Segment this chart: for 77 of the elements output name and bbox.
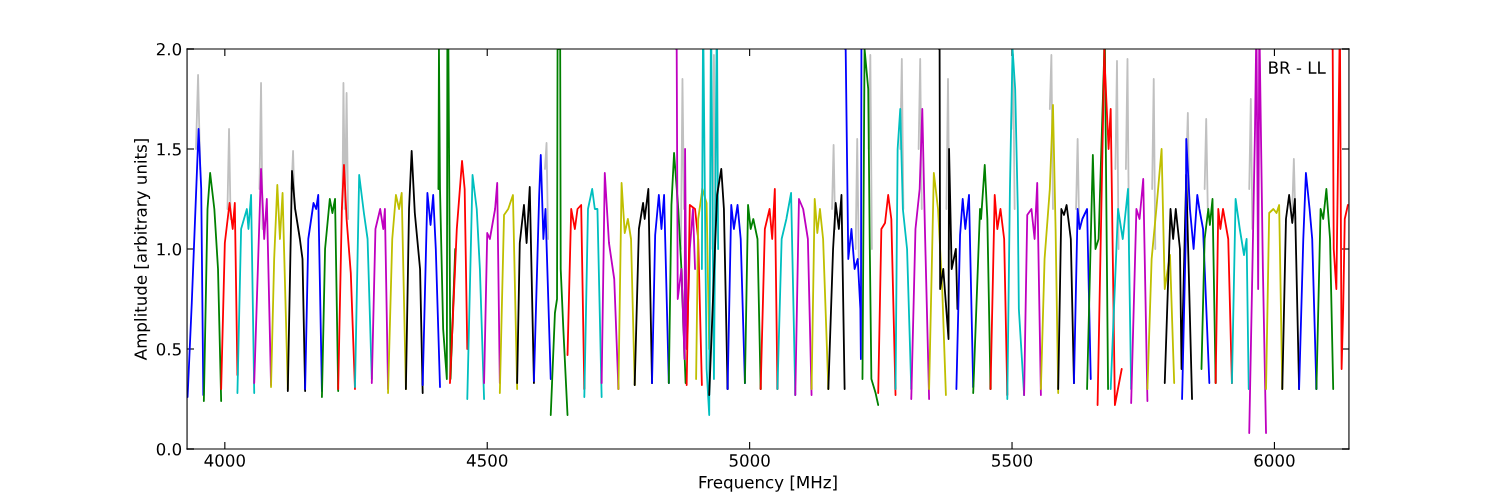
line-series	[220, 202, 239, 390]
line-series	[708, 168, 729, 396]
line-series	[1214, 208, 1233, 384]
line-series	[1248, 49, 1267, 434]
x-axis-title: Frequency [MHz]	[699, 475, 837, 492]
line-series	[321, 198, 340, 398]
line-series	[549, 49, 569, 416]
line-series	[685, 204, 703, 386]
line-series	[1109, 188, 1133, 390]
line-series	[498, 194, 519, 394]
x-tick-label: 4500	[466, 454, 508, 467]
line-series	[337, 164, 356, 390]
line-series	[286, 170, 307, 392]
line-series	[1298, 172, 1318, 390]
line-series	[516, 186, 535, 384]
x-tick-label: 5000	[729, 454, 770, 467]
line-series	[1181, 138, 1211, 400]
line-series	[483, 182, 501, 384]
line-series	[861, 49, 880, 406]
line-series	[675, 49, 696, 360]
line-series	[759, 188, 779, 390]
line-series	[187, 128, 205, 398]
line-series	[270, 184, 289, 390]
y-tick-label: 0.5	[156, 342, 181, 356]
line-series	[387, 192, 407, 394]
line-series	[1006, 49, 1026, 400]
line-series	[700, 49, 720, 416]
line-series	[1023, 182, 1042, 396]
line-series	[910, 108, 931, 400]
y-tick-label: 0.0	[156, 442, 182, 456]
line-series	[633, 188, 653, 386]
line-series	[1315, 188, 1335, 390]
line-series	[972, 164, 992, 394]
line-series	[726, 204, 746, 390]
line-series	[202, 172, 223, 402]
line-series	[253, 168, 272, 386]
annotation: BR - LL	[1269, 61, 1326, 74]
line-series	[1146, 148, 1176, 390]
line-series	[1086, 49, 1109, 390]
line-series	[695, 188, 711, 380]
line-series	[1096, 49, 1123, 406]
line-series	[894, 108, 913, 390]
line-series	[449, 160, 469, 384]
line-series	[844, 49, 863, 360]
x-tick-label: 6000	[1254, 454, 1295, 467]
line-series	[533, 154, 552, 382]
line-series	[466, 174, 485, 400]
y-tick-label: 2.0	[156, 42, 182, 56]
line-series	[421, 192, 441, 388]
x-tick-label: 5500	[992, 454, 1033, 467]
line-series	[827, 194, 846, 390]
line-series	[236, 194, 256, 394]
line-series	[1073, 208, 1092, 384]
y-tick-label: 1.5	[157, 143, 181, 156]
y-axis-title: Amplitude [arbitrary units]	[134, 139, 151, 361]
line-series	[566, 204, 586, 390]
line-series	[600, 172, 620, 390]
line-series	[1057, 204, 1075, 390]
line-series	[1281, 194, 1300, 390]
line-series	[810, 198, 830, 390]
x-tick-label: 4000	[204, 454, 245, 467]
line-series	[304, 194, 323, 392]
line-series	[955, 194, 975, 390]
line-series	[1130, 178, 1149, 404]
line-series	[617, 182, 636, 390]
line-series	[437, 49, 457, 380]
line-series	[877, 194, 897, 396]
line-series	[651, 194, 670, 384]
line-series	[928, 172, 947, 396]
line-series	[1231, 198, 1250, 390]
line-series	[354, 174, 373, 388]
line-series	[1265, 204, 1284, 390]
line-series	[404, 150, 424, 394]
line-series	[794, 198, 813, 396]
line-series	[1039, 104, 1060, 394]
y-tick-label: 1.0	[157, 242, 182, 256]
line-series	[1331, 49, 1349, 370]
